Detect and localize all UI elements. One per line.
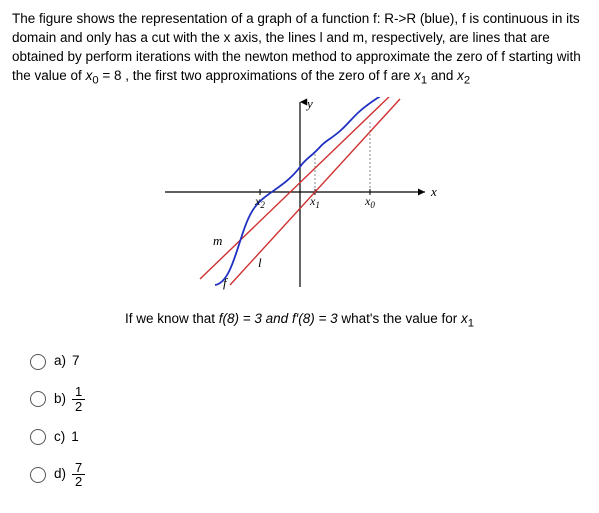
- label-l: l: [258, 255, 262, 270]
- radio-icon[interactable]: [30, 391, 46, 407]
- option-value-c: 1: [71, 428, 79, 447]
- radio-icon[interactable]: [30, 429, 46, 445]
- subq-prefix: If we know that: [125, 311, 219, 326]
- sub-question: If we know that f(8) = 3 and f′(8) = 3 w…: [12, 310, 587, 332]
- label-x0: x0: [364, 194, 375, 210]
- label-m: m: [213, 233, 222, 248]
- option-value-a: 7: [72, 352, 80, 371]
- curve-f: [215, 97, 395, 285]
- subq-mid: and: [262, 311, 292, 326]
- subq-fp8: f′(8) = 3: [292, 311, 338, 326]
- option-b[interactable]: b) 1 2: [30, 385, 587, 413]
- question-text: The figure shows the representation of a…: [12, 10, 587, 89]
- label-y: y: [305, 97, 313, 111]
- option-letter-a: a): [54, 352, 66, 371]
- figure-area: y x x0 x1 x2 m l f: [12, 97, 587, 298]
- subq-x1-var: x: [461, 311, 468, 326]
- option-value-d: 7 2: [72, 461, 85, 489]
- qtext-x2-sub: 2: [464, 74, 470, 86]
- subq-x1-sub: 1: [468, 318, 474, 330]
- option-value-b: 1 2: [72, 385, 85, 413]
- option-letter-c: c): [54, 428, 65, 447]
- option-letter-b: b): [54, 390, 66, 409]
- qtext-x2-var: x: [457, 68, 464, 83]
- radio-icon[interactable]: [30, 467, 46, 483]
- tangent-line-m: [200, 97, 393, 279]
- qtext-part2: = 8 , the first two approximations of th…: [99, 68, 415, 83]
- option-d[interactable]: d) 7 2: [30, 461, 587, 489]
- label-x2: x2: [254, 194, 265, 210]
- subq-f8: f(8) = 3: [219, 311, 262, 326]
- qtext-part3: and: [427, 68, 457, 83]
- label-f: f: [223, 275, 229, 290]
- subq-suffix: what's the value for: [338, 311, 461, 326]
- option-letter-d: d): [54, 465, 66, 484]
- radio-icon[interactable]: [30, 354, 46, 370]
- newton-method-figure: y x x0 x1 x2 m l f: [145, 97, 455, 292]
- option-c[interactable]: c) 1: [30, 428, 587, 447]
- options-list: a) 7 b) 1 2 c) 1 d) 7 2: [30, 352, 587, 488]
- option-a[interactable]: a) 7: [30, 352, 587, 371]
- label-x1: x1: [309, 194, 320, 210]
- qtext-x1-var: x: [414, 68, 421, 83]
- label-x: x: [430, 184, 437, 199]
